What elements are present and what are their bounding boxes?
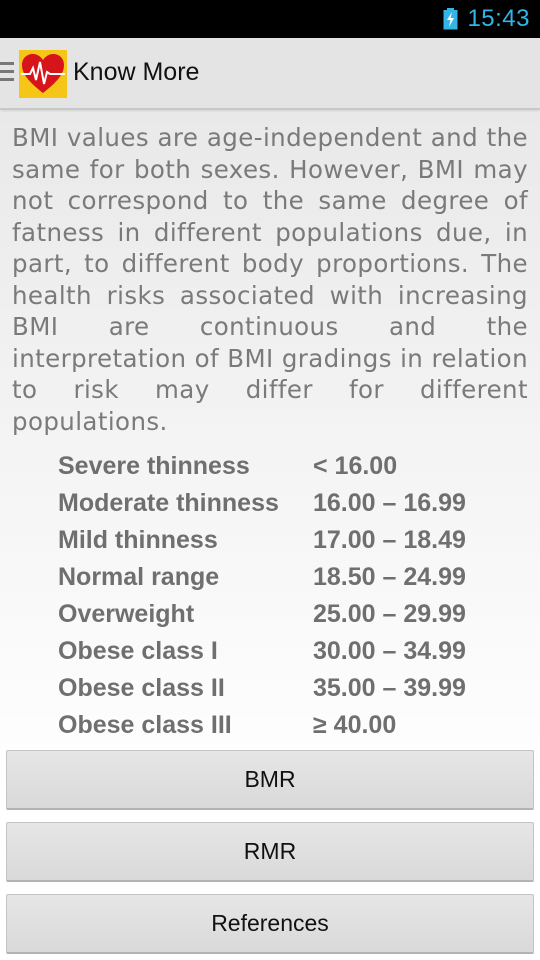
- bmi-range: 30.00 – 34.99: [313, 637, 466, 665]
- page-title: Know More: [73, 58, 200, 86]
- table-row: Obese class III ≥ 40.00: [58, 707, 498, 744]
- bmi-category: Normal range: [58, 563, 220, 591]
- bmi-category: Obese class I: [58, 637, 218, 665]
- bmi-range: 18.50 – 24.99: [313, 563, 466, 591]
- table-row: Obese class I 30.00 – 34.99: [58, 633, 498, 670]
- table-row: Obese class II 35.00 – 39.99: [58, 670, 498, 707]
- bmi-category: Overweight: [58, 600, 195, 628]
- bmi-range: 16.00 – 16.99: [313, 489, 466, 517]
- bmi-range: ≥ 40.00: [313, 711, 397, 739]
- bmi-classification-table: Severe thinness < 16.00 Moderate thinnes…: [58, 448, 498, 744]
- rmr-button[interactable]: RMR: [6, 822, 534, 882]
- action-bar: Know More: [0, 38, 540, 110]
- table-row: Severe thinness < 16.00: [58, 448, 498, 485]
- status-time: 15:43: [467, 5, 530, 32]
- table-row: Normal range 18.50 – 24.99: [58, 559, 498, 596]
- bmi-range: 25.00 – 29.99: [313, 600, 466, 628]
- status-bar: 15:43: [0, 0, 540, 38]
- references-button[interactable]: References: [6, 894, 534, 954]
- bmi-category: Moderate thinness: [58, 489, 279, 517]
- bmi-description: BMI values are age-independent and the s…: [12, 123, 528, 436]
- table-row: Overweight 25.00 – 29.99: [58, 596, 498, 633]
- drawer-indicator-icon[interactable]: [0, 62, 16, 86]
- bmi-range: < 16.00: [313, 452, 398, 480]
- battery-charging-icon: [443, 8, 458, 30]
- bmi-category: Obese class III: [58, 711, 232, 739]
- bmi-range: 35.00 – 39.99: [313, 674, 466, 702]
- table-row: Mild thinness 17.00 – 18.49: [58, 522, 498, 559]
- content-area: BMI values are age-independent and the s…: [0, 112, 540, 960]
- bmi-range: 17.00 – 18.49: [313, 526, 466, 554]
- heart-ecg-icon[interactable]: [19, 50, 67, 98]
- bmr-button[interactable]: BMR: [6, 750, 534, 810]
- bmi-category: Obese class II: [58, 674, 225, 702]
- bmi-category: Mild thinness: [58, 526, 218, 554]
- table-row: Moderate thinness 16.00 – 16.99: [58, 485, 498, 522]
- bmi-category: Severe thinness: [58, 452, 250, 480]
